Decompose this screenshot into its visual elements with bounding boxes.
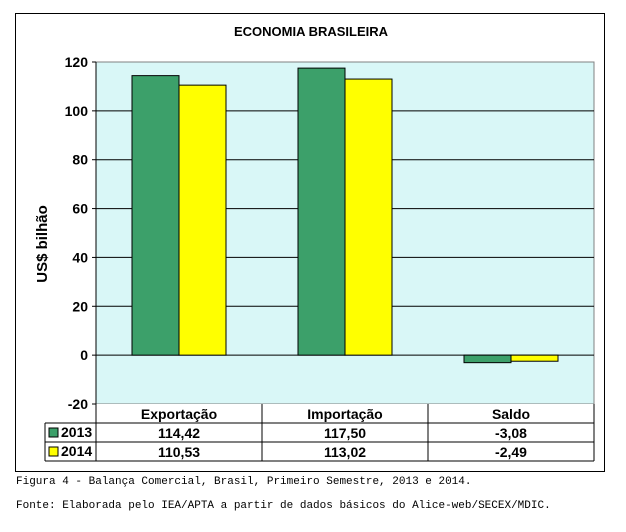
bar-2014-3 xyxy=(510,354,559,362)
data-label: 114,42 xyxy=(158,425,200,441)
bar-2013-3 xyxy=(463,354,512,364)
y-tick-label: 60 xyxy=(72,201,88,217)
data-label: -3,08 xyxy=(495,425,527,441)
legend-label-2013: 2013 xyxy=(61,424,92,440)
data-label: 110,53 xyxy=(158,444,200,460)
category-label: Exportação xyxy=(141,406,217,422)
legend-swatch-2014 xyxy=(48,446,59,457)
y-tick-label: -20 xyxy=(68,396,88,412)
y-tick-label: 40 xyxy=(72,249,88,265)
bar-2013-1 xyxy=(131,75,180,356)
legend-swatch-2013 xyxy=(48,427,59,438)
data-label: -2,49 xyxy=(495,444,527,460)
bar-2014-2 xyxy=(344,78,393,356)
chart-frame: ECONOMIA BRASILEIRA US$ bilhão -20 0 20 40 6… xyxy=(15,13,605,472)
category-label: Saldo xyxy=(492,406,530,422)
y-tick-label: 80 xyxy=(72,152,88,168)
y-tick-label: 20 xyxy=(72,298,88,314)
chart-title: ECONOMIA BRASILEIRA xyxy=(233,24,389,39)
data-label: 117,50 xyxy=(324,425,366,441)
data-table-bg xyxy=(96,404,594,461)
category-label: Importação xyxy=(307,406,382,422)
y-tick-label: 100 xyxy=(65,103,89,119)
bar-2014-1 xyxy=(178,84,227,356)
data-label: 113,02 xyxy=(324,444,366,460)
legend-label-2014: 2014 xyxy=(61,443,92,459)
figure-caption: Figura 4 - Balança Comercial, Brasil, Pr… xyxy=(16,476,472,488)
chart-canvas: -20 0 20 40 60 80 100 120 Exportação Importação Sa… xyxy=(44,54,595,462)
bar-2013-2 xyxy=(297,67,346,356)
figure-source: Fonte: Elaborada pelo IEA/APTA a partir … xyxy=(16,500,551,512)
y-tick-label: 0 xyxy=(80,347,88,363)
y-tick-label: 120 xyxy=(65,54,89,70)
